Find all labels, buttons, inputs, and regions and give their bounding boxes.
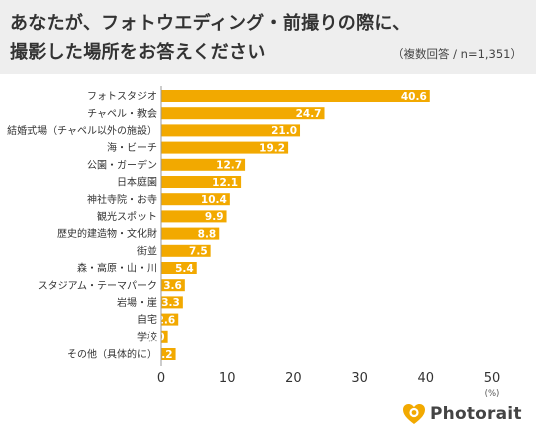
category-label-5: 日本庭園 bbox=[117, 176, 157, 189]
value-label-15: 2.2 bbox=[154, 349, 173, 361]
bar-8 bbox=[161, 227, 220, 240]
category-label-13: 自宅 bbox=[137, 313, 157, 326]
category-label-3: 海・ビーチ bbox=[107, 141, 157, 154]
category-label-12: 岩場・崖 bbox=[117, 296, 157, 309]
category-label-7: 観光スポット bbox=[97, 210, 157, 223]
category-label-1: チャペル・教会 bbox=[87, 107, 157, 120]
value-label-11: 3.6 bbox=[163, 280, 182, 292]
value-label-3: 19.2 bbox=[259, 142, 285, 154]
category-label-0: フォトスタジオ bbox=[87, 91, 157, 103]
value-label-8: 8.8 bbox=[198, 228, 217, 240]
value-label-10: 5.4 bbox=[175, 263, 194, 275]
value-label-9: 7.5 bbox=[189, 246, 208, 258]
x-tick-label-4: 40 bbox=[418, 371, 435, 386]
bar-10 bbox=[161, 262, 197, 274]
bar-11 bbox=[161, 279, 185, 292]
x-unit-label: (%) bbox=[485, 389, 500, 399]
bar-5 bbox=[161, 176, 242, 188]
logo-text: Photorait bbox=[430, 404, 522, 424]
bar-7 bbox=[161, 210, 227, 223]
bar-13 bbox=[161, 313, 179, 326]
value-label-2: 21.0 bbox=[271, 125, 297, 137]
x-tick-label-2: 20 bbox=[285, 371, 302, 386]
category-label-4: 公園・ガーデン bbox=[87, 158, 157, 171]
photorait-logo: Photorait bbox=[402, 401, 522, 427]
bar-3 bbox=[161, 141, 289, 154]
category-label-9: 街並 bbox=[137, 244, 157, 257]
category-label-10: 森・高原・山・川 bbox=[77, 262, 157, 275]
chart-header: あなたが、フォトウエディング・前撮りの際に、 撮影した場所をお答えください （複… bbox=[0, 0, 536, 74]
bar-14 bbox=[161, 330, 168, 343]
value-label-6: 10.4 bbox=[201, 194, 227, 206]
bar-6 bbox=[161, 193, 230, 206]
bar-9 bbox=[161, 244, 211, 257]
category-label-11: スタジアム・テーマパーク bbox=[38, 280, 157, 292]
value-label-13: 2.6 bbox=[157, 314, 176, 326]
x-tick-label-3: 30 bbox=[351, 371, 368, 386]
category-label-15: その他（具体的に） bbox=[67, 348, 157, 361]
category-label-8: 歴史的建造物・文化財 bbox=[57, 227, 157, 240]
chart-title-line-2: 撮影した場所をお答えください bbox=[10, 42, 266, 63]
category-label-14: 学校 bbox=[137, 330, 157, 343]
value-label-12: 3.3 bbox=[161, 297, 180, 309]
chart-title-line-1: あなたが、フォトウエディング・前撮りの際に、 bbox=[10, 13, 411, 34]
value-label-14: 1.0 bbox=[146, 332, 165, 344]
value-label-7: 9.9 bbox=[205, 211, 224, 223]
bar-chart: フォトスタジオ 40.6 チャペル・教会 24.7 結婚式場（チャペル以外の施設） 21.… bbox=[7, 86, 501, 399]
category-label-6: 神社寺院・お寺 bbox=[87, 193, 157, 206]
bar-1 bbox=[161, 107, 325, 120]
x-tick-label-1: 10 bbox=[219, 371, 236, 386]
category-label-2: 結婚式場（チャペル以外の施設） bbox=[7, 124, 157, 137]
sample-note: （複数回答 / n=1,351） bbox=[391, 47, 522, 61]
bar-12 bbox=[161, 296, 183, 309]
x-tick-label-5: 50 bbox=[484, 371, 501, 386]
bar-15 bbox=[161, 348, 176, 360]
value-label-0: 40.6 bbox=[401, 91, 427, 103]
bar-0 bbox=[161, 90, 430, 102]
value-label-1: 24.7 bbox=[296, 108, 322, 120]
value-label-4: 12.7 bbox=[216, 160, 242, 172]
bar-2 bbox=[161, 124, 301, 137]
x-tick-label-0: 0 bbox=[157, 371, 165, 386]
value-label-5: 12.1 bbox=[212, 177, 238, 189]
heart-camera-icon bbox=[403, 404, 425, 424]
bar-4 bbox=[161, 158, 246, 171]
